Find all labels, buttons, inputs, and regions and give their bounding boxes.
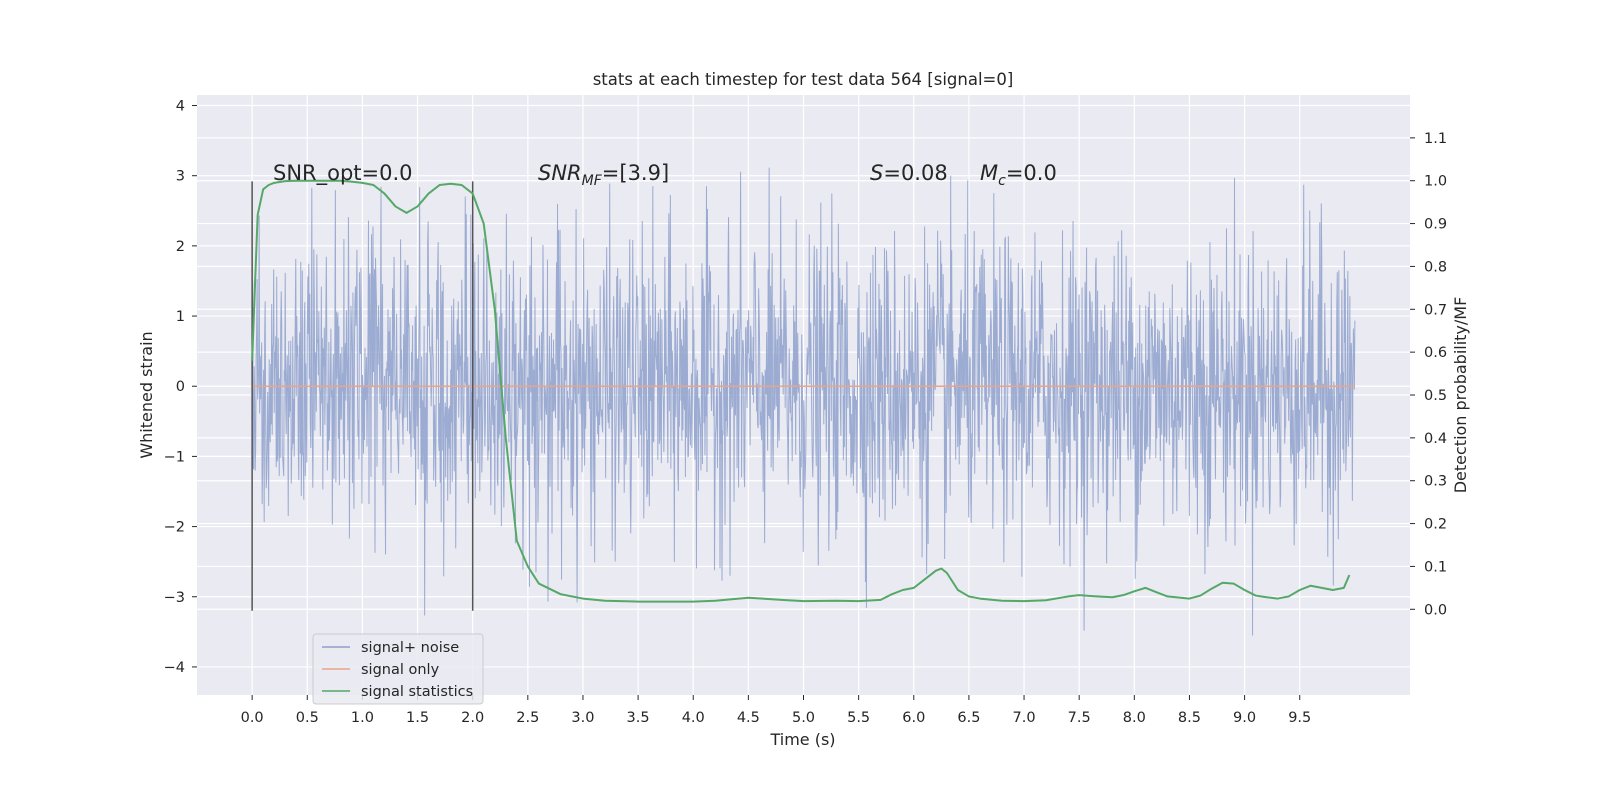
y-right-tick-labels: 1.1 1.0 0.9 0.8 0.7 0.6 0.5 0.4 0.3 0.2 0.1 0.0 — [1410, 131, 1447, 618]
y-right-tick-label: 0.5 — [1424, 388, 1447, 404]
legend-label-stats: signal statistics — [361, 684, 473, 700]
series-signal-plus-noise — [251, 167, 1356, 636]
vertical-marker-lines — [251, 181, 474, 611]
x-tick-label: 1.5 — [406, 710, 429, 726]
y-right-tick-label: 0.0 — [1424, 602, 1447, 618]
mc-symbol: M — [980, 161, 998, 185]
x-tick-label: 7.0 — [1013, 710, 1036, 726]
chart-title: stats at each timestep for test data 564… — [593, 70, 1014, 89]
annotation-mc: Mc=0.0 — [980, 161, 1057, 189]
y-right-tick-label: 0.2 — [1424, 517, 1447, 533]
x-tick-label: 5.0 — [792, 710, 815, 726]
x-tick-label: 7.5 — [1068, 710, 1091, 726]
y-right-tick-label: 0.6 — [1424, 345, 1447, 361]
y-right-tick-label: 0.3 — [1424, 474, 1447, 490]
y-right-tick-label: 0.1 — [1424, 559, 1447, 575]
s-value: =0.08 — [883, 161, 947, 185]
y-tick-label: 2 — [176, 239, 185, 255]
x-tick-label: 6.0 — [902, 710, 925, 726]
snr-mf-subscript: MF — [582, 173, 603, 189]
y-right-tick-label: 0.8 — [1424, 259, 1447, 275]
x-tick-labels: 0.0 0.5 1.0 1.5 2.0 2.5 3.0 3.5 4.0 4.5 5.0 5.5 6.0 6… — [241, 695, 1311, 726]
y-tick-label: 1 — [176, 309, 185, 325]
x-axis-label: Time (s) — [769, 730, 835, 749]
y-axis-label: Whitened strain — [137, 331, 156, 458]
annotation-snr-opt: SNR_opt=0.0 — [273, 161, 413, 186]
snr-mf-value: =[3.9] — [602, 161, 669, 185]
annotation-snr-mf: SNRMF=[3.9] — [538, 161, 669, 189]
x-tick-label: 9.0 — [1233, 710, 1256, 726]
x-tick-label: 0.5 — [296, 710, 319, 726]
x-tick-label: 8.5 — [1178, 710, 1201, 726]
x-tick-label: 8.0 — [1123, 710, 1146, 726]
x-tick-label: 1.0 — [351, 710, 374, 726]
legend-box — [312, 633, 484, 705]
y-tick-label: 3 — [176, 169, 185, 185]
x-tick-label: 5.5 — [847, 710, 870, 726]
signal-statistics-line — [251, 179, 1351, 603]
mc-subscript: c — [998, 173, 1006, 189]
x-tick-label: 3.5 — [627, 710, 650, 726]
x-tick-label: 6.5 — [957, 710, 980, 726]
snr-mf-symbol: SNR — [538, 161, 582, 185]
x-tick-label: 2.5 — [516, 710, 539, 726]
legend-label-signal: signal only — [361, 662, 440, 678]
x-tick-label: 9.5 — [1288, 710, 1311, 726]
y-right-tick-label: 0.7 — [1424, 302, 1447, 318]
x-tick-label: 3.0 — [571, 710, 594, 726]
s-symbol: S — [870, 161, 883, 185]
legend-label-noise: signal+ noise — [361, 640, 459, 656]
annotation-s: S=0.08 — [870, 161, 948, 185]
mc-value: =0.0 — [1006, 161, 1057, 185]
y-right-axis-label: Detection probability/MF — [1451, 297, 1470, 494]
y-tick-label: −3 — [164, 590, 185, 606]
y-tick-label: −1 — [164, 449, 185, 465]
y-right-tick-label: 1.0 — [1424, 174, 1447, 190]
x-tick-label: 0.0 — [241, 710, 264, 726]
y-tick-label: −2 — [164, 520, 185, 536]
y-tick-labels: 4 3 2 1 0 −1 −2 −3 −4 — [164, 99, 197, 676]
signal-plus-noise-line — [251, 167, 1356, 636]
y-right-tick-label: 1.1 — [1424, 131, 1447, 147]
series-signal-statistics — [251, 179, 1351, 603]
x-tick-label: 2.0 — [461, 710, 484, 726]
y-tick-label: −4 — [164, 660, 185, 676]
y-right-tick-label: 0.9 — [1424, 217, 1447, 233]
x-tick-label: 4.5 — [737, 710, 760, 726]
legend: signal+ noise signal only signal statist… — [312, 633, 484, 705]
y-tick-label: 4 — [176, 99, 185, 115]
x-tick-label: 4.0 — [682, 710, 705, 726]
y-right-tick-label: 0.4 — [1424, 431, 1447, 447]
y-tick-label: 0 — [176, 379, 185, 395]
